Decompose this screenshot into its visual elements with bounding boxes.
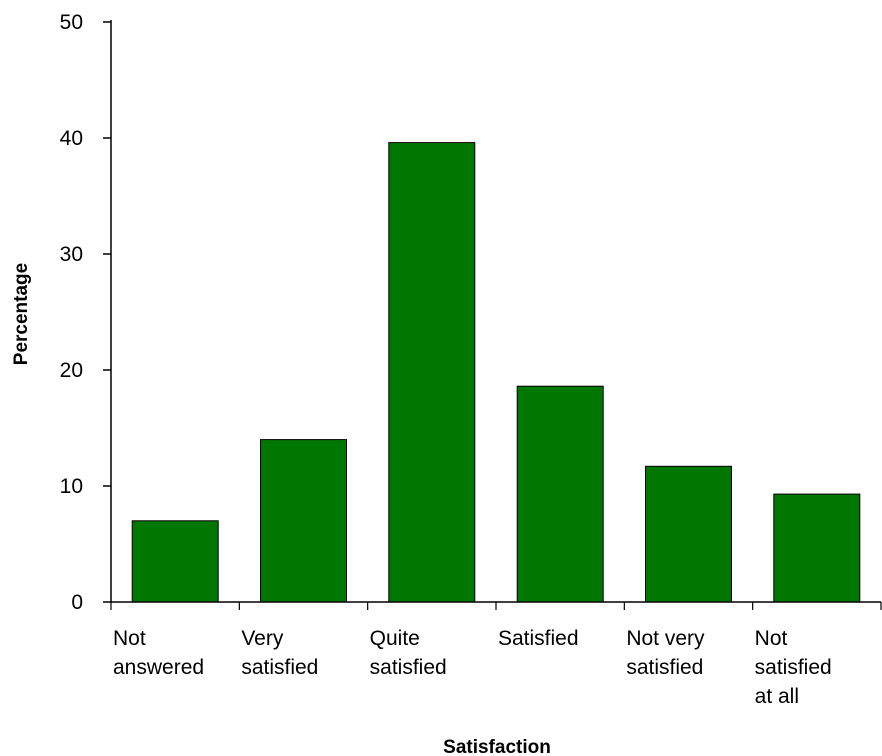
y-tick-label-50: 50	[60, 11, 83, 34]
x-category-label-4: Not very satisfied	[626, 627, 705, 679]
y-tick-label-20: 20	[60, 359, 83, 382]
bar-5	[773, 493, 861, 603]
bar-3	[516, 385, 604, 603]
bar-0	[131, 520, 219, 603]
axes-group	[110, 20, 881, 603]
y-ticks-group: 0 10 20 30 40 50	[60, 11, 111, 614]
y-tick-label-0: 0	[71, 591, 83, 614]
bar-4	[645, 465, 732, 603]
x-category-label-5: Not satisfied at all	[755, 627, 832, 708]
bars-group	[131, 142, 861, 603]
x-category-label-2: Quite satisfied	[370, 627, 447, 679]
bar-1	[260, 439, 347, 603]
y-tick-label-10: 10	[60, 475, 83, 498]
x-axis-title: Satisfaction	[443, 737, 551, 756]
y-axis-title: Percentage	[11, 263, 32, 365]
bar-2	[388, 142, 476, 603]
y-tick-label-30: 30	[60, 243, 83, 266]
x-category-label-1: Very satisfied	[241, 627, 318, 679]
y-tick-label-40: 40	[60, 127, 83, 150]
x-ticks-group	[110, 602, 882, 610]
x-category-label-3: Satisfied	[498, 627, 579, 650]
x-category-label-0: Not answered	[113, 627, 204, 679]
x-category-labels: Not answered Very satisfied Quite satisfied Sa…	[113, 627, 832, 708]
